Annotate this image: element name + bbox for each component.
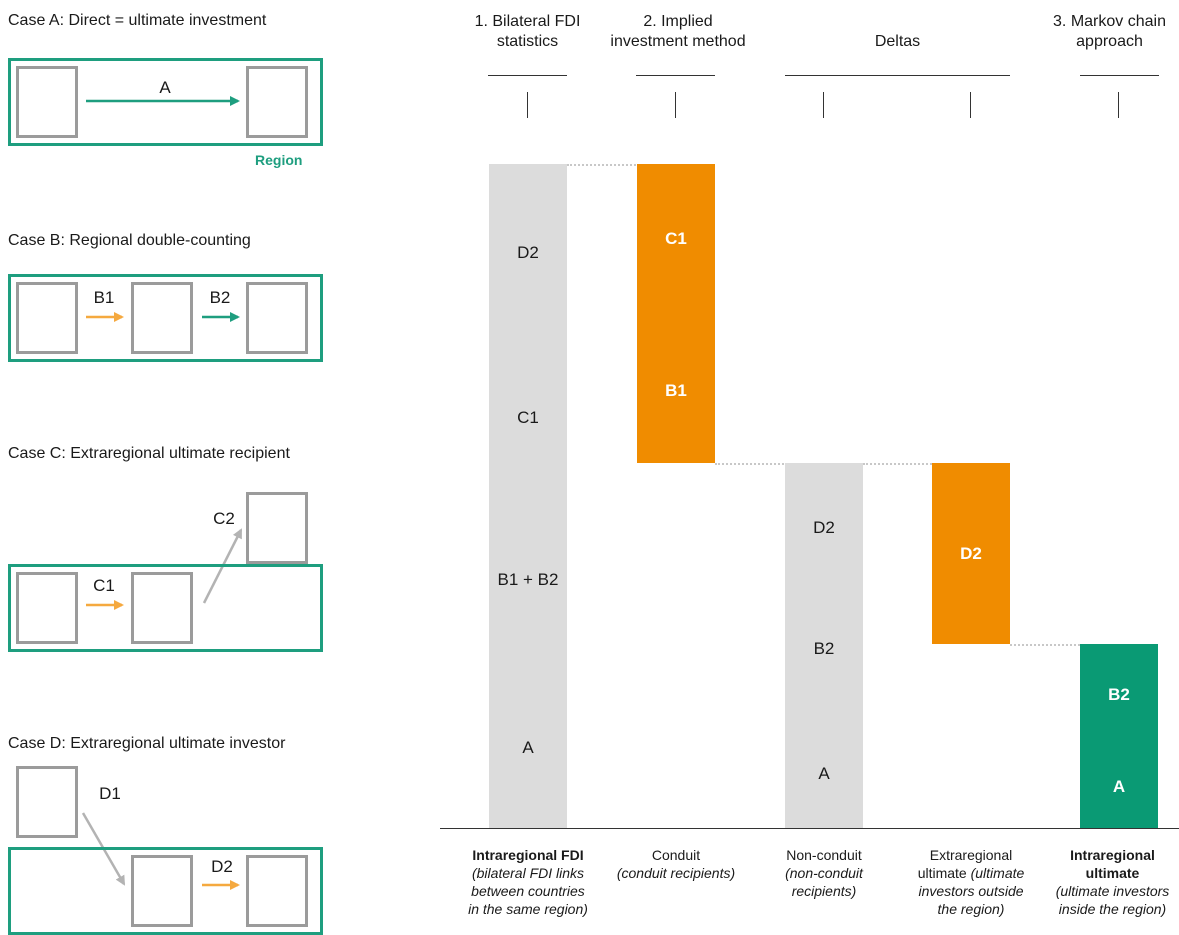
column-5-header-line2: approach <box>1076 33 1143 50</box>
caption-1-line3: in the same region) <box>468 901 588 917</box>
case-b-title: Case B: Regional double-counting <box>8 232 251 249</box>
bar4-label-d2: D2 <box>960 544 982 563</box>
bar1-label-a: A <box>522 738 534 757</box>
case-d-node-3 <box>246 855 308 927</box>
column-5-header-rule <box>1080 75 1159 76</box>
case-b-node-3 <box>246 282 308 354</box>
bar1-label-b1-b2: B1 + B2 <box>497 570 559 589</box>
case-a-origin-node <box>16 66 78 138</box>
caption-4-title: Extraregional <box>929 847 1013 863</box>
deltas-header-rule <box>785 75 1010 76</box>
caption-3-line1: (non-conduit <box>785 865 863 881</box>
column-1-header-line2: statistics <box>496 33 559 50</box>
column-3-tick <box>823 92 824 118</box>
caption-intraregional-ultimate: Intraregional ultimate (ultimate investo… <box>1046 846 1179 918</box>
bar5-label-a: A <box>1112 777 1126 796</box>
case-c-title: Case C: Extraregional ultimate recipient <box>8 445 290 462</box>
column-2-header-line2: investment method <box>610 33 746 50</box>
case-b-node-2 <box>131 282 193 354</box>
connector-1-2 <box>567 164 636 166</box>
case-b-region-box <box>8 274 323 362</box>
caption-extraregional-ultimate: Extraregional ultimate (ultimate investo… <box>898 846 1044 918</box>
case-b-arrow2-label: B2 <box>209 288 231 307</box>
bar2-label-c1: C1 <box>665 229 687 248</box>
connector-3-4 <box>863 463 932 465</box>
column-4-tick <box>970 92 971 118</box>
caption-5-title-line1: Intraregional <box>1070 847 1155 863</box>
column-1-header: 1. Bilateral FDI statistics <box>455 12 600 52</box>
bar3-label-b2: B2 <box>813 639 835 658</box>
case-a-arrow-label: A <box>159 78 171 97</box>
caption-5-title-line2: ultimate <box>1085 865 1140 881</box>
chart-baseline <box>440 828 1179 829</box>
bar3-label-d2: D2 <box>813 518 835 537</box>
column-2-header-rule <box>636 75 715 76</box>
caption-2-line1: (conduit recipients) <box>616 865 736 881</box>
bar-intraregional-ultimate <box>1080 644 1158 828</box>
connector-4-5 <box>1010 644 1080 646</box>
case-d-arrow1-label: D1 <box>99 784 121 803</box>
bar1-label-d2: D2 <box>517 243 539 262</box>
case-a-destination-node <box>246 66 308 138</box>
bar1-label-c1: C1 <box>517 408 539 427</box>
case-b-arrow1-label: B1 <box>93 288 115 307</box>
bar5-label-b2: B2 <box>1108 685 1130 704</box>
case-c-region-box <box>8 564 323 652</box>
caption-4-line3: the region) <box>937 901 1005 917</box>
column-5-tick <box>1118 92 1119 118</box>
caption-1-title: Intraregional FDI <box>472 847 584 863</box>
case-d-external-node <box>16 766 78 838</box>
bar3-label-a: A <box>818 764 830 783</box>
caption-1-line2: between countries <box>471 883 585 899</box>
case-a-region-box <box>8 58 323 146</box>
caption-4-line1-italic: (ultimate <box>970 865 1025 881</box>
case-c-arrow1-label: C1 <box>93 576 115 595</box>
column-5-header-line1: 3. Markov chain <box>1053 13 1166 30</box>
case-c-node-2 <box>131 572 193 644</box>
caption-conduit: Conduit (conduit recipients) <box>596 846 756 882</box>
case-d-title: Case D: Extraregional ultimate investor <box>8 735 286 752</box>
bar-intraregional-fdi <box>489 164 567 828</box>
column-2-tick <box>675 92 676 118</box>
caption-5-line1: (ultimate investors <box>1055 883 1170 899</box>
deltas-header: Deltas <box>874 33 921 50</box>
case-d-node-2 <box>131 855 193 927</box>
case-c-external-node <box>246 492 308 564</box>
case-d-arrow2-label: D2 <box>211 857 233 876</box>
column-1-header-rule <box>488 75 567 76</box>
caption-2-title: Conduit <box>651 847 701 863</box>
caption-5-line2: inside the region) <box>1058 901 1167 917</box>
bar-non-conduit <box>785 463 863 828</box>
caption-4-line2: investors outside <box>918 883 1024 899</box>
caption-3-line2: recipients) <box>791 883 857 899</box>
caption-4-line1: ultimate (ultimate <box>898 864 1044 882</box>
connector-2-3 <box>715 463 784 465</box>
caption-3-title: Non-conduit <box>786 847 862 863</box>
case-a-title: Case A: Direct = ultimate investment <box>8 12 267 29</box>
caption-4-line1-plain: ultimate <box>917 865 971 881</box>
bar-conduit <box>637 164 715 463</box>
caption-non-conduit: Non-conduit (non-conduit recipients) <box>754 846 894 900</box>
column-2-header-line1: 2. Implied <box>643 13 713 30</box>
bar2-label-b1: B1 <box>665 381 687 400</box>
column-1-tick <box>527 92 528 118</box>
region-label: Region <box>255 152 303 168</box>
column-1-header-line1: 1. Bilateral FDI <box>474 13 581 30</box>
caption-intraregional-fdi: Intraregional FDI (bilateral FDI links b… <box>447 846 609 918</box>
column-5-header: 3. Markov chain approach <box>1040 12 1179 52</box>
case-b-node-1 <box>16 282 78 354</box>
case-c-node-1 <box>16 572 78 644</box>
caption-1-line1: (bilateral FDI links <box>471 865 585 881</box>
column-2-header: 2. Implied investment method <box>598 12 758 52</box>
case-c-arrow2-label: C2 <box>213 509 235 528</box>
bar-extraregional-ultimate <box>932 463 1010 644</box>
